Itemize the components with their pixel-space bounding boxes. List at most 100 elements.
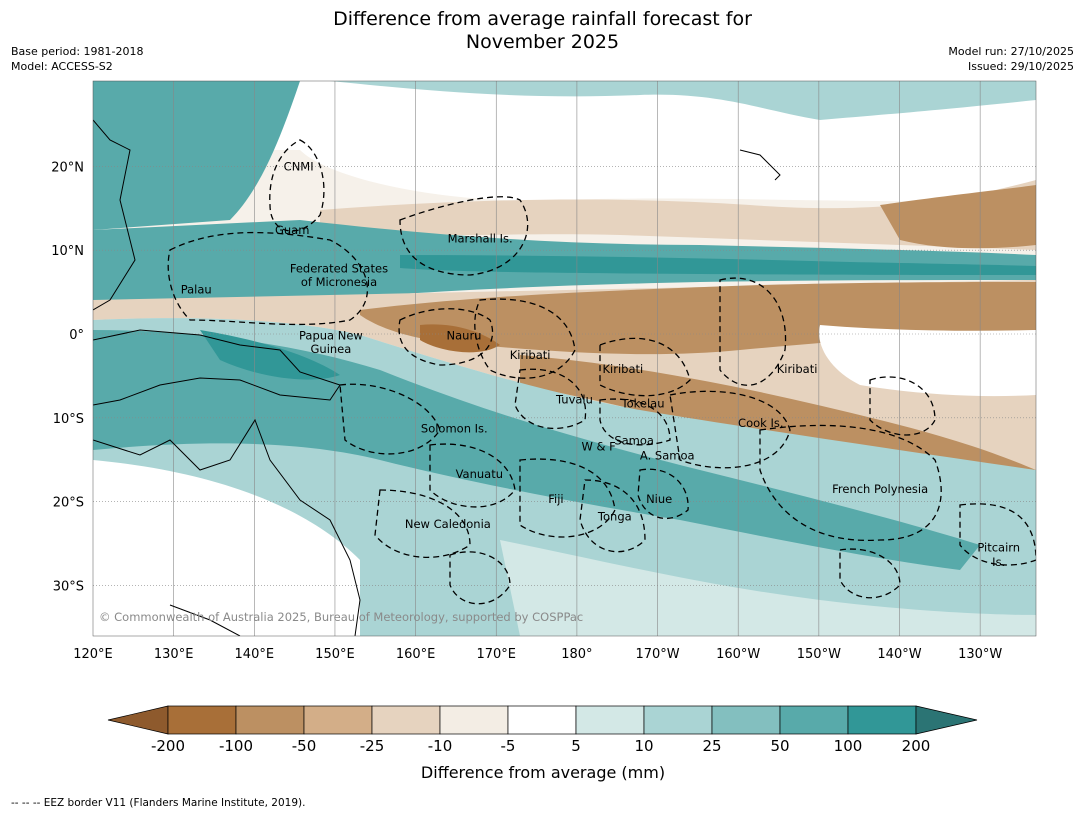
place-label: New Caledonia: [405, 517, 491, 531]
south-light-teal: [500, 540, 1036, 636]
place-label: CNMI: [284, 159, 314, 173]
place-label: French Polynesia: [832, 482, 928, 496]
longitude-tick-label: 160°W: [716, 647, 760, 662]
latitude-tick-label: 0°: [69, 328, 84, 343]
eez-marquesas: [869, 376, 936, 436]
coast-australia: [93, 418, 361, 636]
colorbar-tick-label: 100: [834, 737, 863, 755]
colorbar-swatch: [779, 705, 849, 735]
colorbar-swatch: [235, 705, 305, 735]
colorbar-tick-label: -5: [501, 737, 516, 755]
colorbar-swatch: [711, 705, 781, 735]
place-label: Pitcairn: [977, 541, 1020, 555]
east-white-patch: [819, 325, 1036, 397]
latitude-tick-label: 10°S: [53, 412, 84, 427]
eez-fsm: [167, 231, 369, 326]
png-wet-core: [200, 330, 340, 380]
place-label: Tokelau: [621, 397, 665, 411]
base-period: Base period: 1981-2018: [11, 45, 144, 58]
eez-french-polynesia: [759, 424, 942, 541]
colorbar-tick-label: 200: [902, 737, 931, 755]
place-label: Federated States: [290, 262, 388, 276]
place-label: Fiji: [548, 492, 563, 506]
eez-nauru: [398, 308, 494, 366]
longitude-tick-label: 150°W: [797, 647, 841, 662]
colorbar-swatch: [643, 705, 713, 735]
issued-date: Issued: 29/10/2025: [967, 60, 1074, 73]
place-label: Niue: [646, 492, 672, 506]
meta-right: Model run: 27/10/2025 Issued: 29/10/2025: [948, 44, 1074, 74]
latitude-tick-labels: 20°N 10°N 0° 10°S 20°S 30°S: [51, 160, 84, 594]
eez-marshall: [399, 196, 529, 276]
meta-left: Base period: 1981-2018 Model: ACCESS-S2: [11, 44, 143, 74]
west-pacific-teal: [93, 81, 300, 230]
eez-niue: [637, 468, 689, 519]
place-label: Tuvalu: [555, 392, 593, 406]
colorbar-swatch: [575, 705, 645, 735]
place-label: Tonga: [597, 510, 632, 524]
colorbar-title: Difference from average (mm): [421, 763, 665, 782]
colorbar-swatch: [847, 705, 917, 735]
colorbar-extend-low: [107, 705, 169, 735]
colorbar: -200 -100 -50 -25 -10 -5 5 10 25 50 100 200: [107, 705, 978, 755]
longitude-tick-labels: 120°E 130°E 140°E 150°E 160°E 170°E 180° 170°W 1…: [73, 647, 1002, 662]
longitude-tick-label: 160°E: [396, 647, 436, 662]
colorbar-tick-label: 5: [571, 737, 581, 755]
eez-tuvalu: [514, 368, 587, 430]
rainfall-anomaly-field: [93, 81, 1036, 636]
colorbar-tick-label: -10: [428, 737, 453, 755]
place-label: Kiribati: [777, 362, 818, 376]
longitude-tick-label: 170°E: [476, 647, 516, 662]
title-line-1: Difference from average rainfall forecas…: [333, 8, 752, 30]
place-label: Samoa: [614, 433, 654, 447]
map-frame: [92, 80, 1037, 637]
latitude-tick-label: 20°N: [51, 160, 84, 175]
longitude-tick-label: 140°W: [877, 647, 921, 662]
place-label: Vanuatu: [456, 467, 503, 481]
coastlines: [93, 119, 781, 636]
latitude-tick-label: 10°N: [51, 244, 84, 259]
place-label: W & F: [582, 439, 616, 453]
coast-tasmania: [169, 604, 241, 636]
longitude-tick-label: 140°E: [235, 647, 275, 662]
eez-kiribati-phoenix: [599, 337, 691, 397]
place-label: Nauru: [447, 329, 482, 343]
coast-philippines: [93, 119, 136, 311]
longitude-tick-label: 180°: [561, 647, 592, 662]
colorbar-extend-high: [915, 705, 978, 735]
latitude-tick-label: 20°S: [53, 496, 84, 511]
place-label: Papua New: [299, 329, 363, 343]
colorbar-tick-label: 50: [770, 737, 789, 755]
title-line-2: November 2025: [465, 31, 620, 53]
colorbar-tick-label: -200: [151, 737, 185, 755]
place-label: Guam: [275, 223, 309, 237]
band-north-teal: [93, 81, 1036, 120]
longitude-tick-label: 150°E: [315, 647, 355, 662]
colorbar-tick-label: 25: [702, 737, 721, 755]
colorbar-tick-label: -100: [219, 737, 253, 755]
longitude-tick-label: 130°E: [154, 647, 194, 662]
place-label: A. Samoa: [640, 449, 695, 463]
band-north-tan: [320, 180, 1036, 250]
longitude-tick-label: 170°W: [635, 647, 679, 662]
place-label: Marshall Is.: [448, 231, 513, 245]
colorbar-tick-label: -50: [292, 737, 317, 755]
eez-kiribati-west: [474, 298, 576, 379]
place-label: Kiribati: [510, 348, 551, 362]
place-label: Kiribati: [603, 362, 644, 376]
eez-legend-footer: -- -- -- EEZ border V11 (Flanders Marine…: [11, 797, 306, 809]
copyright-text: © Commonwealth of Australia 2025, Bureau…: [99, 610, 583, 624]
eez-new-caledonia: [374, 489, 471, 558]
band-north-brown: [880, 185, 1036, 249]
model-run: Model run: 27/10/2025: [948, 45, 1074, 58]
eez-kiribati-line: [719, 277, 787, 386]
place-label: Cook Is.: [738, 416, 783, 430]
nauru-dry-core: [420, 324, 500, 353]
eez-kermadec: [839, 548, 901, 599]
coast-new-guinea: [93, 329, 341, 406]
model-name: Model: ACCESS-S2: [11, 60, 113, 73]
colorbar-tick-label: 10: [634, 737, 653, 755]
place-label: Guinea: [311, 342, 352, 356]
spcz-wet-band: [93, 330, 980, 570]
